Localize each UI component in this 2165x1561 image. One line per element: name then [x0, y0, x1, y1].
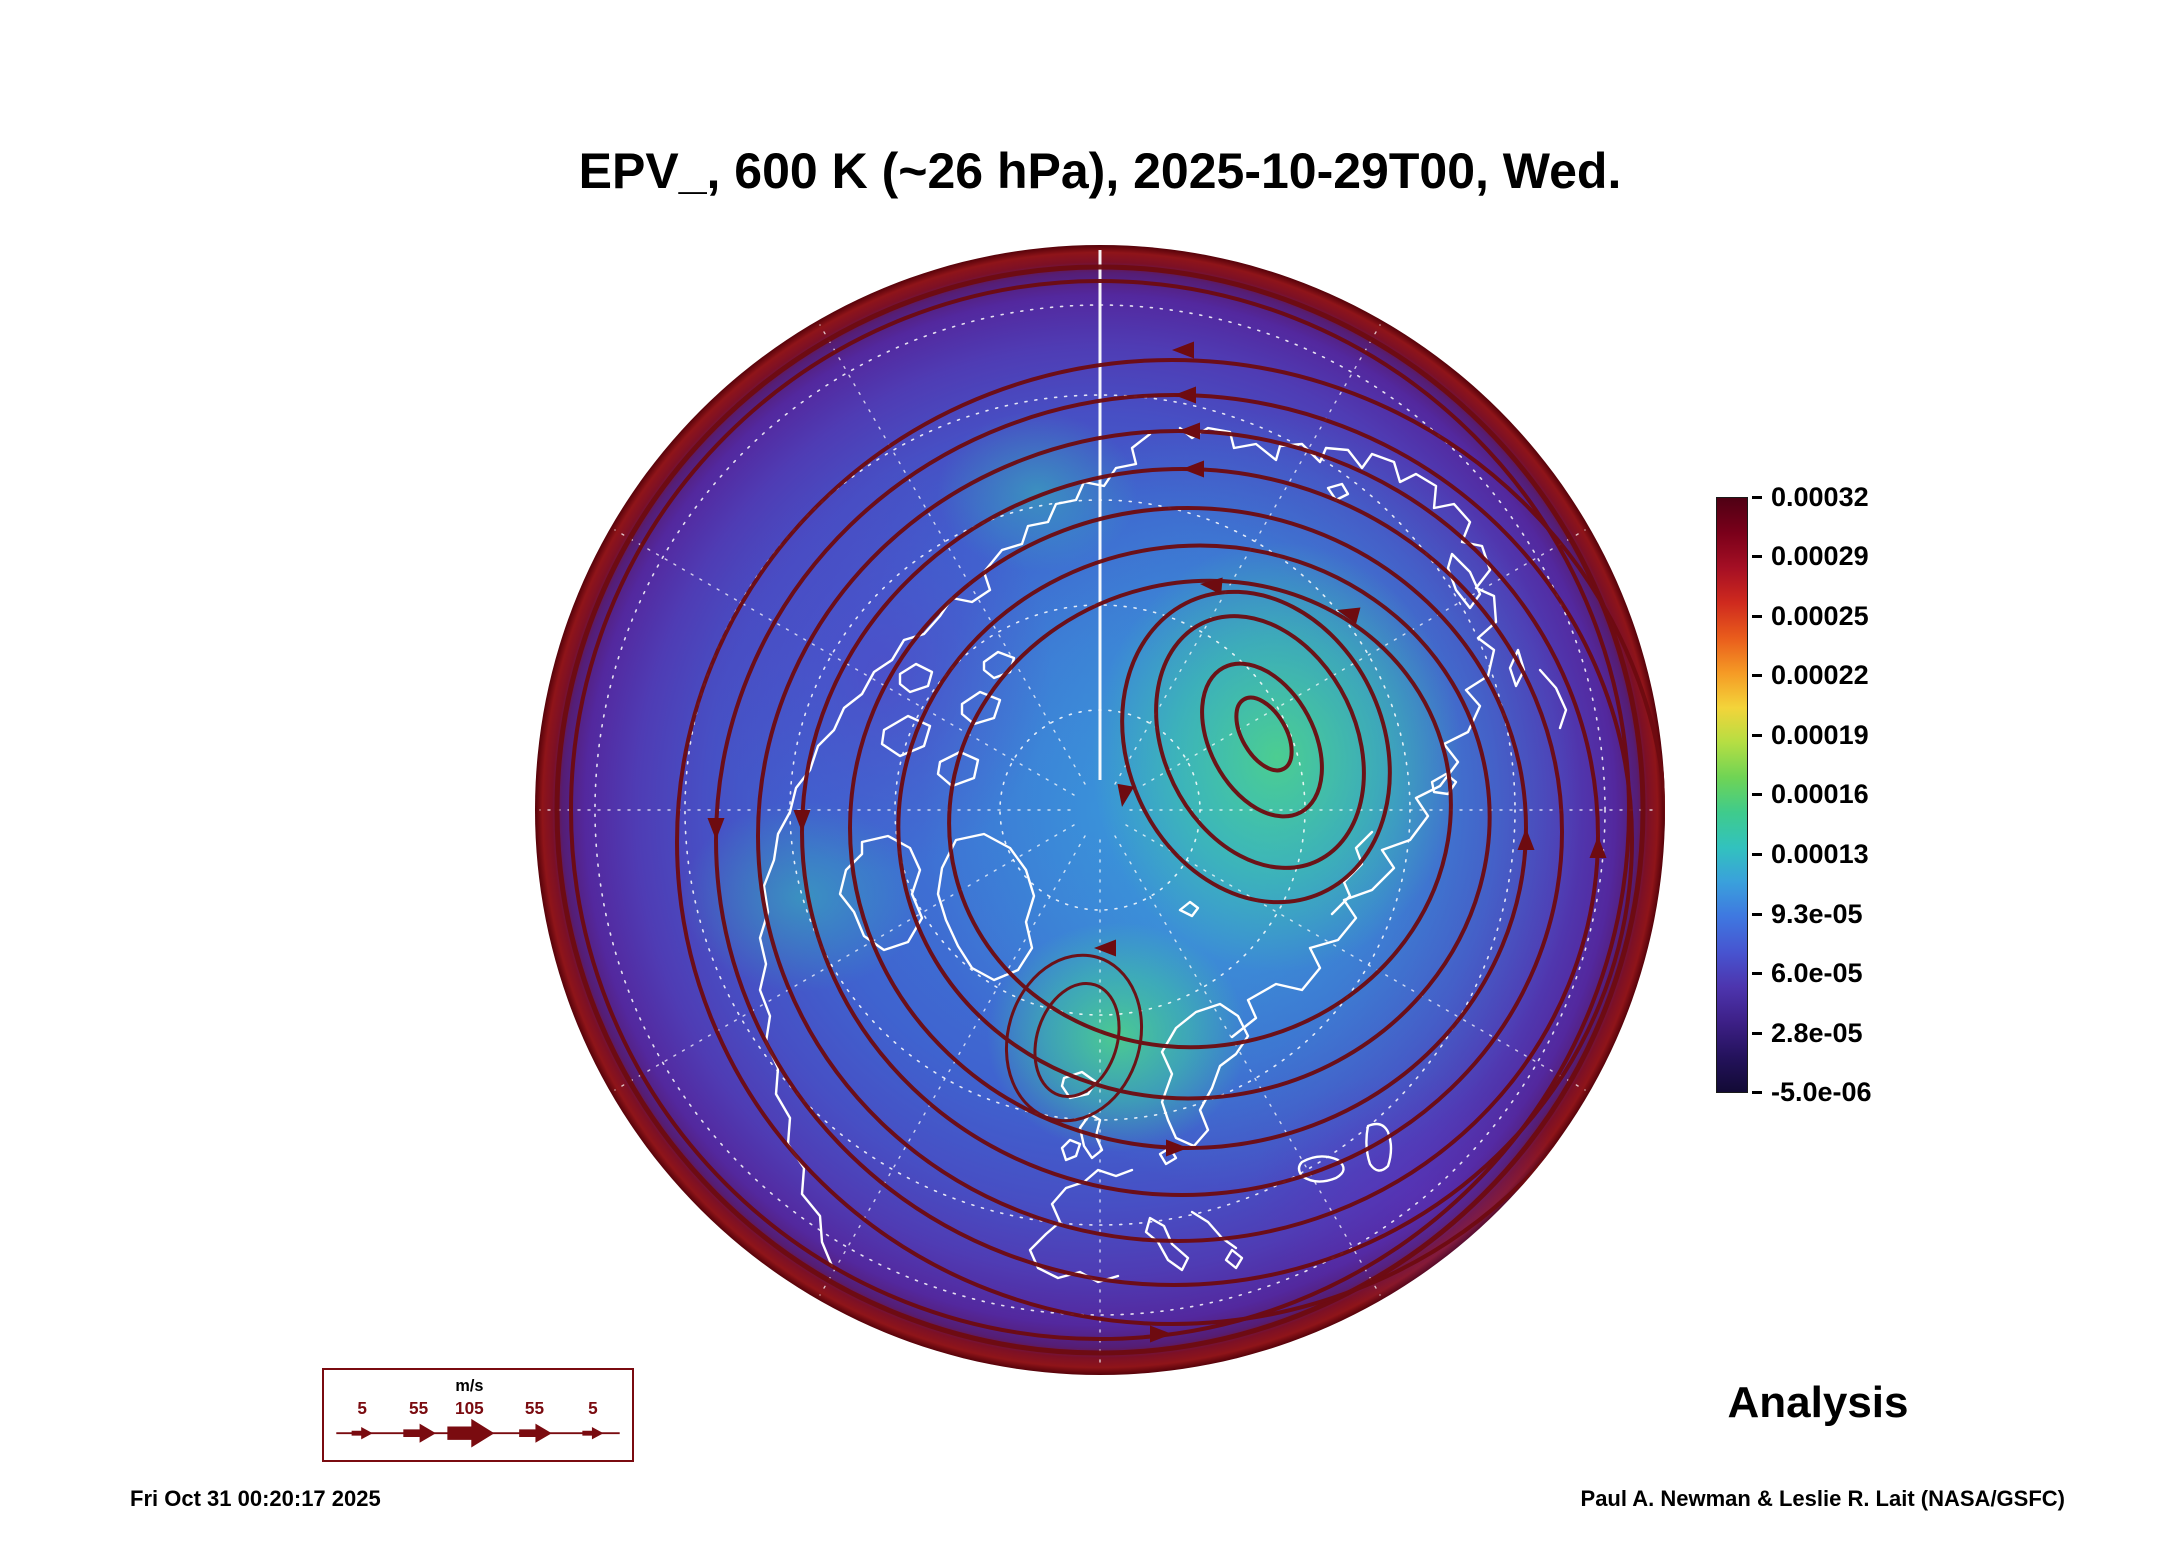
plot-title: EPV_, 600 K (~26 hPa), 2025-10-29T00, We…	[578, 143, 1622, 199]
colorbar-tick: 0.00032	[1752, 482, 1872, 512]
generation-timestamp: Fri Oct 31 00:20:17 2025	[130, 1486, 381, 1511]
colorbar-tick-label: 0.00016	[1771, 779, 1869, 810]
wind-tick-label: 55	[409, 1398, 429, 1418]
wind-arrow-icons	[336, 1418, 620, 1448]
wind-scale-legend: m/s 5 55 105 55 5	[322, 1368, 634, 1462]
colorbar-tickmark	[1752, 495, 1762, 499]
colorbar-tick: 0.00013	[1752, 839, 1872, 870]
colorbar-tick-label: 6.0e-05	[1771, 958, 1863, 989]
colorbar-tickmark	[1752, 793, 1762, 797]
colorbar-tick-label: 0.00032	[1771, 481, 1869, 512]
colorbar-tick: -5.0e-06	[1752, 1077, 1872, 1108]
colorbar-tick-label: 0.00029	[1771, 541, 1869, 572]
colorbar-tick: 0.00029	[1752, 541, 1872, 572]
colorbar-labels: 0.00032 0.00029 0.00025 0.00022 0.00019 …	[1752, 482, 1872, 1108]
colorbar-tick: 0.00016	[1752, 779, 1872, 810]
wind-scale-graphic: m/s 5 55 105 55 5	[336, 1377, 620, 1448]
colorbar-tick-label: 0.00019	[1771, 719, 1869, 750]
colorbar-gradient	[1716, 497, 1748, 1093]
wind-tick-label: 5	[588, 1398, 598, 1418]
colorbar-tick: 6.0e-05	[1752, 958, 1872, 989]
credit-line: Paul A. Newman & Leslie R. Lait (NASA/GS…	[1580, 1486, 2065, 1511]
polar-map	[535, 245, 1665, 1375]
colorbar-tickmark	[1752, 733, 1762, 737]
colorbar-tickmark	[1752, 972, 1762, 976]
colorbar-tick: 0.00025	[1752, 601, 1872, 631]
colorbar-tick: 9.3e-05	[1752, 899, 1872, 929]
colorbar-tickmark	[1752, 555, 1762, 559]
colorbar-tickmark	[1752, 674, 1762, 678]
colorbar-tickmark	[1752, 912, 1762, 916]
colorbar-tick-label: 0.00022	[1771, 660, 1869, 691]
colorbar-tickmark	[1752, 1031, 1762, 1035]
colorbar-tick-label: 9.3e-05	[1771, 898, 1863, 929]
colorbar-tick: 0.00019	[1752, 720, 1872, 750]
colorbar-tickmark	[1752, 1091, 1762, 1095]
wind-tick-label: 55	[525, 1398, 545, 1418]
colorbar-tick: 2.8e-05	[1752, 1018, 1872, 1048]
wind-units-label: m/s	[455, 1377, 483, 1395]
wind-tick-label: 105	[455, 1398, 484, 1418]
colorbar-tick-label: 0.00025	[1771, 600, 1869, 631]
wind-tick-label: 5	[357, 1398, 367, 1418]
colorbar-tick-label: -5.0e-06	[1771, 1077, 1872, 1108]
colorbar-tick: 0.00022	[1752, 660, 1872, 691]
colorbar-tick-label: 2.8e-05	[1771, 1017, 1863, 1048]
colorbar-tickmark	[1752, 614, 1762, 618]
colorbar-tick-label: 0.00013	[1771, 839, 1869, 870]
colorbar-tickmark	[1752, 853, 1762, 857]
analysis-label: Analysis	[1727, 1378, 1909, 1427]
